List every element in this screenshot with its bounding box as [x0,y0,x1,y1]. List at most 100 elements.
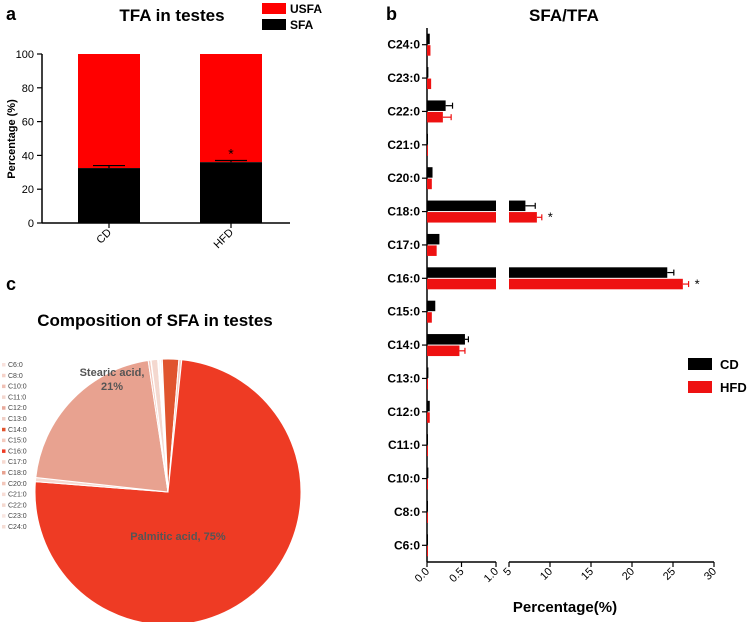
panel-c-letter: c [6,274,16,294]
legend-label-cd: CD [720,357,739,372]
panel-c-title: Composition of SFA in testes [37,311,273,330]
pie-legend-label-c23-0: C23:0 [8,513,27,520]
panel-b-ytick-label-c13-0: C13:0 [387,371,420,385]
bar-hfd-c14-0 [427,345,460,357]
pie-legend-label-c24-0: C24:0 [8,524,27,531]
pie-slice-c24-0 [157,358,169,493]
bar-cd-c17-0 [427,233,440,245]
bar-sfa-hfd [200,162,262,223]
bar-hfd-c15-0 [427,312,432,323]
bar-hfd-c11-0 [427,445,428,457]
pie-legend-swatch-c20-0 [2,481,6,486]
pie-legend-label-c10-0: C10:0 [8,384,27,391]
panel-b-xtick-label: 1.0 [482,566,501,585]
pie-legend-label-c11-0: C11:0 [8,394,26,401]
panel-a-ytick-label: 20 [22,184,34,196]
bar-hfd-c23-0 [427,78,432,90]
pie-legend-swatch-c12-0 [2,406,6,410]
pie-legend-label-c13-0: C13:0 [8,416,27,423]
panel-b-xtick-label: 10 [538,566,555,583]
bar-cd-c22-0 [427,100,446,111]
bar-cd-c18-0-continued [509,200,526,212]
bar-hfd-c10-0 [427,479,428,490]
bar-sfa-cd [78,168,140,223]
pie-legend-swatch-c17-0 [2,460,6,464]
panel-b-ytick-label-c16-0: C16:0 [387,271,420,285]
pie-slice-c16-0 [34,359,302,622]
pie-legend-swatch-c18-0 [2,471,6,475]
pie-legend-label-c17-0: C17:0 [8,459,27,466]
panel-a-ytick-label: 0 [28,218,34,230]
panel-b-ytick-label-c15-0: C15:0 [387,305,420,319]
panel-b-xtick-label: 20 [620,566,637,583]
pie-legend-label-c22-0: C22:0 [8,502,27,509]
panel-b-ytick-label-c20-0: C20:0 [387,171,420,185]
panel-b-ytick-label-c10-0: C10:0 [387,472,420,486]
bar-hfd-c17-0 [427,245,437,256]
panel-a-ytick-label: 60 [22,117,34,129]
pie-slice-c18-0 [35,359,169,493]
pie-legend-swatch-c21-0 [2,492,6,497]
panel-b-ytick-label-c17-0: C17:0 [387,238,420,252]
panel-a-xtick-label-cd: CD [94,227,114,247]
bar-hfd-c12-0 [427,412,430,423]
panel-a-chart: TFA in testes USFA SFA Percentage (%) 0 2… [6,2,322,251]
bar-cd-c13-0 [427,367,429,378]
pie-legend-swatch-c14-0 [2,427,6,432]
pie-legend-swatch-c16-0 [2,449,6,453]
pie-label-stearic-line1: Stearic acid, [80,367,145,379]
legend-label-usfa: USFA [290,2,322,16]
pie-label-stearic-line2: 21% [101,381,123,393]
bar-usfa-cd [78,54,140,169]
bar-hfd-c16-0-continued [509,278,683,290]
panel-b-ytick-label-c24-0: C24:0 [387,38,420,52]
legend-swatch-hfd [688,381,712,393]
panel-a-xtick-label-hfd: HFD [212,227,237,252]
pie-legend-label-c16-0: C16:0 [8,448,27,455]
bar-cd-c14-0 [427,334,465,345]
panel-b-xtick-label: 0.5 [447,566,466,585]
legend-swatch-cd [688,358,712,370]
panel-b-ytick-label-c23-0: C23:0 [387,71,420,85]
panel-b-ytick-label-c22-0: C22:0 [387,104,420,118]
panel-b-letter: b [386,4,397,24]
bar-cd-c23-0 [427,67,429,78]
panel-b-ytick-label-c8-0: C8:0 [394,505,420,519]
bar-cd-c20-0 [427,167,433,178]
panel-b-ytick-label-c12-0: C12:0 [387,405,420,419]
bar-hfd-c18-0 [427,212,496,223]
bar-hfd-c8-0 [427,512,428,523]
panel-a-ytick-label: 80 [22,83,34,95]
pie-legend-swatch-c23-0 [2,514,6,518]
panel-b-xtick-label: 25 [661,566,678,583]
bar-usfa-hfd [200,54,262,163]
panel-b-significance-marker: * [695,276,700,291]
panel-b-chart: SFA/TFA Percentage(%) CD HFD 0.0 0.5 1.0 5 1… [387,6,746,616]
pie-legend-swatch-c11-0 [2,395,6,399]
bar-hfd-c18-0-continued [509,212,537,223]
panel-b-title: SFA/TFA [529,6,599,25]
pie-legend-swatch-c6-0 [2,363,6,367]
bar-cd-c11-0 [427,434,428,445]
bar-cd-c21-0 [427,133,428,145]
bar-cd-c15-0 [427,300,436,312]
bar-hfd-c22-0 [427,111,443,123]
bar-cd-c24-0 [427,33,430,45]
bar-cd-c18-0 [427,200,496,212]
panel-a-ytick-label: 100 [16,49,34,61]
panel-a-letter: a [6,4,17,24]
panel-b-ytick-label-c14-0: C14:0 [387,338,420,352]
bar-hfd-c13-0 [427,378,428,390]
panel-c-chart: Composition of SFA in testes Palmitic ac… [2,311,302,622]
panel-a-ylabel: Percentage (%) [6,99,18,179]
bar-cd-c16-0-continued [509,267,668,278]
pie-label-palmitic: Palmitic acid, 75% [130,531,226,543]
bar-cd-c6-0 [427,534,428,545]
bar-cd-c16-0 [427,267,496,278]
bar-cd-c12-0 [427,400,430,412]
panel-b-ytick-label-c6-0: C6:0 [394,538,420,552]
pie-legend-label-c12-0: C12:0 [8,405,27,412]
pie-legend-swatch-c22-0 [2,503,6,507]
pie-legend-label-c18-0: C18:0 [8,470,27,477]
